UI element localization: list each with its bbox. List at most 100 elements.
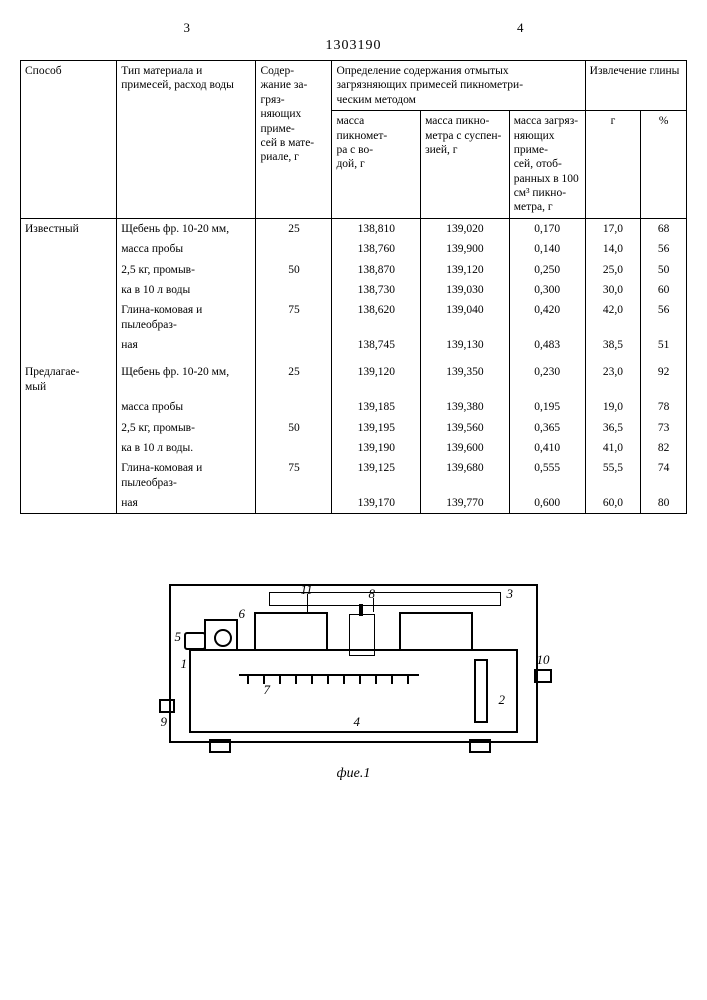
cell-material: Щебень фр. 10-20 мм,	[117, 355, 256, 397]
cell-method	[21, 438, 117, 458]
cell-value: 138,870	[332, 260, 421, 280]
cell-value: 14,0	[585, 239, 641, 259]
cell-value: 0,300	[509, 280, 585, 300]
cell-value: 139,560	[421, 418, 510, 438]
cell-material: ная	[117, 335, 256, 355]
cell-method	[21, 239, 117, 259]
table-row: 2,5 кг, промыв-50139,195139,5600,36536,5…	[21, 418, 687, 438]
th-pycno-group: Определение содержания отмытых загрязняю…	[332, 61, 585, 111]
cell-value	[256, 493, 332, 514]
fig-lbl-5: 5	[175, 629, 182, 645]
table-row: ка в 10 л воды 138,730139,0300,30030,060	[21, 280, 687, 300]
table-row: 2,5 кг, промыв-50138,870139,1200,25025,0…	[21, 260, 687, 280]
cell-value: 139,900	[421, 239, 510, 259]
cell-value: 78	[641, 397, 687, 417]
th-pct: %	[641, 111, 687, 219]
fig-lbl-6: 6	[239, 606, 246, 622]
cell-value: 139,190	[332, 438, 421, 458]
cell-value: 138,760	[332, 239, 421, 259]
th-g: г	[585, 111, 641, 219]
cell-value	[256, 239, 332, 259]
cell-value: 139,020	[421, 218, 510, 239]
cell-value: 139,350	[421, 355, 510, 397]
th-mass3: масса загряз- няющих приме- сей, отоб- р…	[509, 111, 585, 219]
cell-material: ная	[117, 493, 256, 514]
cell-value: 38,5	[585, 335, 641, 355]
figure-1: 1 2 3 4 5 6 7 8 9 10 11	[159, 574, 549, 764]
cell-method	[21, 335, 117, 355]
cell-value: 139,030	[421, 280, 510, 300]
cell-value: 56	[641, 300, 687, 335]
cell-value: 0,420	[509, 300, 585, 335]
cell-value: 51	[641, 335, 687, 355]
fig-lbl-7: 7	[264, 682, 271, 698]
cell-value: 36,5	[585, 418, 641, 438]
table-row: масса пробы138,760139,9000,14014,056	[21, 239, 687, 259]
cell-value: 55,5	[585, 458, 641, 493]
cell-value: 138,730	[332, 280, 421, 300]
cell-value: 30,0	[585, 280, 641, 300]
cell-material: масса пробы	[117, 239, 256, 259]
cell-value: 75	[256, 458, 332, 493]
cell-value: 139,170	[332, 493, 421, 514]
cell-value: 0,250	[509, 260, 585, 280]
table-row: ная 138,745139,1300,48338,551	[21, 335, 687, 355]
cell-value: 74	[641, 458, 687, 493]
cell-material: Глина-комовая и пылеобраз-	[117, 300, 256, 335]
cell-value: 92	[641, 355, 687, 397]
cell-value: 139,120	[332, 355, 421, 397]
cell-value: 60,0	[585, 493, 641, 514]
cell-method	[21, 280, 117, 300]
cell-value: 0,230	[509, 355, 585, 397]
cell-material: 2,5 кг, промыв-	[117, 260, 256, 280]
doc-id: 1303190	[20, 38, 687, 54]
table-row: Глина-комовая и пылеобраз-75139,125139,6…	[21, 458, 687, 493]
cell-value: 50	[641, 260, 687, 280]
cell-material: 2,5 кг, промыв-	[117, 418, 256, 438]
cell-value	[256, 280, 332, 300]
cell-value: 0,555	[509, 458, 585, 493]
cell-value: 42,0	[585, 300, 641, 335]
cell-value	[256, 438, 332, 458]
cell-method	[21, 397, 117, 417]
cell-value: 139,130	[421, 335, 510, 355]
cell-value: 56	[641, 239, 687, 259]
cell-value: 60	[641, 280, 687, 300]
cell-value: 80	[641, 493, 687, 514]
fig-lbl-4: 4	[354, 714, 361, 730]
cell-value: 0,170	[509, 218, 585, 239]
cell-method	[21, 260, 117, 280]
cell-value: 82	[641, 438, 687, 458]
cell-value	[256, 335, 332, 355]
cell-material: ка в 10 л воды.	[117, 438, 256, 458]
cell-value: 0,483	[509, 335, 585, 355]
table-row: ИзвестныйЩебень фр. 10-20 мм,25138,81013…	[21, 218, 687, 239]
cell-value: 23,0	[585, 355, 641, 397]
cell-value: 138,745	[332, 335, 421, 355]
th-mass2: масса пикно- метра с суспен- зией, г	[421, 111, 510, 219]
cell-material: ка в 10 л воды	[117, 280, 256, 300]
fig-lbl-3: 3	[507, 586, 514, 602]
cell-value: 139,125	[332, 458, 421, 493]
cell-value: 73	[641, 418, 687, 438]
cell-value: 139,185	[332, 397, 421, 417]
table-row: Предлагае- мыйЩебень фр. 10-20 мм,25139,…	[21, 355, 687, 397]
cell-value: 25	[256, 355, 332, 397]
cell-value: 139,040	[421, 300, 510, 335]
cell-value: 0,195	[509, 397, 585, 417]
cell-value: 75	[256, 300, 332, 335]
cell-value: 50	[256, 260, 332, 280]
cell-value	[256, 397, 332, 417]
cell-material: Щебень фр. 10-20 мм,	[117, 218, 256, 239]
th-method: Способ	[21, 61, 117, 219]
cell-value: 0,410	[509, 438, 585, 458]
cell-value: 139,770	[421, 493, 510, 514]
table-row: масса пробы139,185139,3800,19519,078	[21, 397, 687, 417]
cell-value: 25,0	[585, 260, 641, 280]
cell-value: 68	[641, 218, 687, 239]
cell-method: Известный	[21, 218, 117, 239]
fig-lbl-10: 10	[537, 652, 550, 668]
cell-value: 25	[256, 218, 332, 239]
table-row: ная139,170139,7700,60060,080	[21, 493, 687, 514]
fig-lbl-2: 2	[499, 692, 506, 708]
